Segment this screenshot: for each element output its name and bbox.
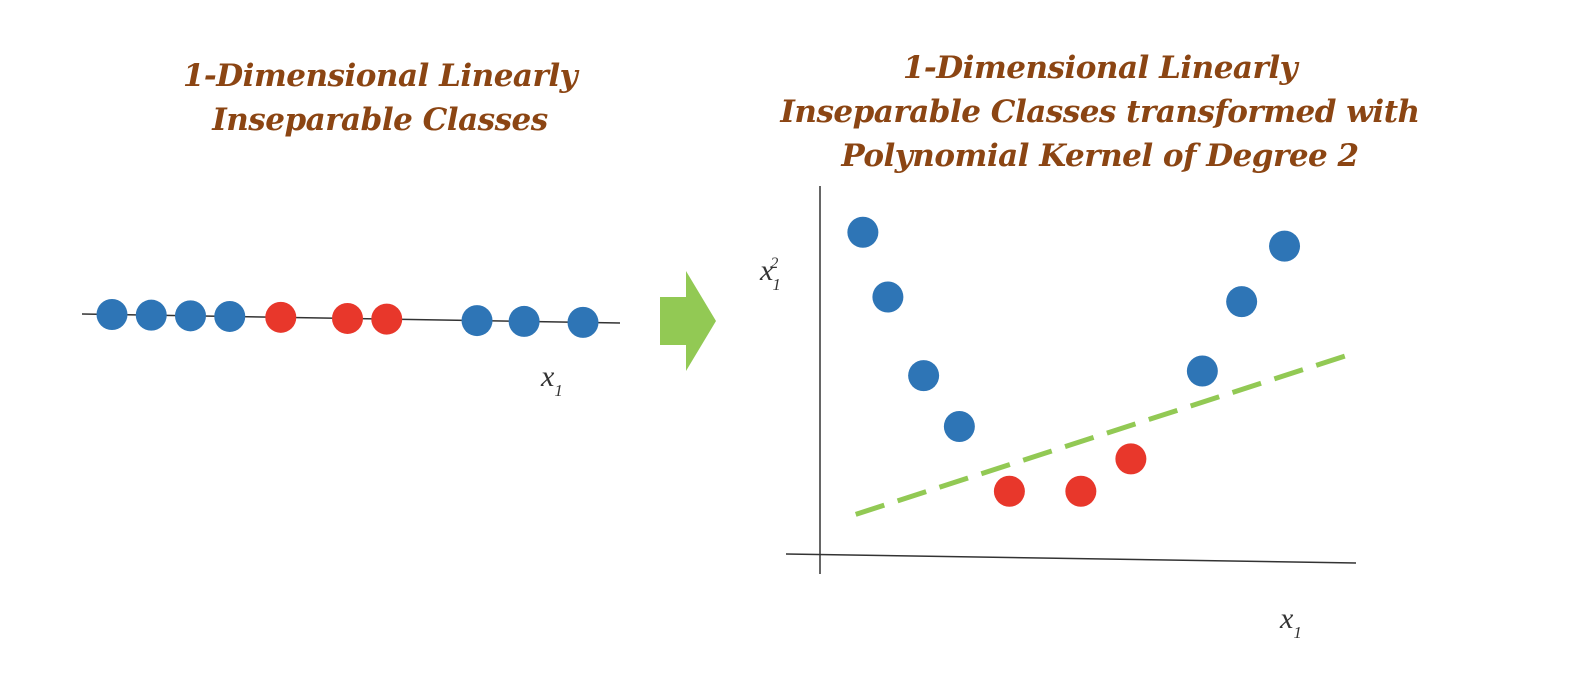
- red-class-point: [265, 301, 297, 333]
- blue-class-point: [214, 300, 246, 332]
- blue-class-transformed-point: [1226, 286, 1258, 318]
- left-axis-label: x1: [540, 360, 563, 400]
- left-data-points: [96, 299, 599, 338]
- left-panel-title: 1-Dimensional Linearly Inseparable Class…: [120, 54, 640, 142]
- blue-class-point: [175, 300, 206, 332]
- right-data-points: [847, 216, 1301, 507]
- blue-class-transformed-point: [872, 281, 904, 313]
- blue-class-transformed-point: [908, 360, 940, 392]
- right-title-line-3: Polynomial Kernel of Degree 2: [841, 138, 1359, 174]
- red-class-point: [332, 302, 363, 334]
- blue-class-point: [135, 299, 167, 331]
- right-panel-title: 1-Dimensional Linearly Inseparable Class…: [740, 46, 1460, 178]
- right-title-line-1: 1-Dimensional Linearly: [902, 50, 1298, 86]
- blue-class-transformed-point: [1186, 355, 1218, 387]
- y-axis-label: x2 1: [759, 254, 781, 294]
- left-title-line-1: 1-Dimensional Linearly: [182, 58, 578, 94]
- blue-class-point: [567, 306, 599, 338]
- x-axis-label: x1: [1279, 602, 1302, 642]
- blue-class-point: [508, 305, 540, 337]
- blue-class-transformed-point: [1269, 230, 1301, 262]
- red-class-transformed-point: [993, 475, 1025, 507]
- red-class-point: [371, 303, 403, 335]
- blue-class-transformed-point: [943, 411, 975, 442]
- red-class-transformed-point: [1115, 443, 1147, 475]
- x-axis-line: [785, 553, 1357, 564]
- left-title-line-2: Inseparable Classes: [212, 102, 548, 138]
- blue-class-point: [461, 305, 493, 337]
- blue-class-transformed-point: [847, 216, 879, 248]
- red-class-transformed-point: [1065, 475, 1097, 507]
- transform-arrow-icon: [660, 271, 716, 371]
- right-title-line-2: Inseparable Classes transformed with: [780, 94, 1420, 130]
- blue-class-point: [96, 299, 128, 331]
- right-plot-axes: x2 1 x1: [759, 186, 1357, 642]
